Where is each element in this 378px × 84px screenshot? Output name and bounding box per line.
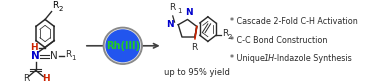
- Text: 2: 2: [228, 34, 232, 40]
- Circle shape: [105, 29, 140, 62]
- Text: R: R: [191, 43, 197, 52]
- Text: H: H: [30, 43, 38, 52]
- Text: 1H: 1H: [263, 54, 274, 63]
- Text: N: N: [51, 51, 58, 61]
- Text: Rh(III): Rh(III): [106, 41, 140, 51]
- Text: R: R: [65, 50, 72, 59]
- Text: * Cascade 2-Fold C-H Activation: * Cascade 2-Fold C-H Activation: [230, 17, 358, 26]
- Text: up to 95% yield: up to 95% yield: [164, 68, 230, 77]
- Text: N: N: [31, 51, 40, 61]
- Text: 1: 1: [177, 8, 182, 14]
- Text: 1: 1: [71, 55, 76, 61]
- Circle shape: [106, 30, 139, 62]
- Text: -Indazole Synthesis: -Indazole Synthesis: [274, 54, 351, 63]
- Text: N: N: [184, 8, 192, 17]
- Text: * C-C Bond Construction: * C-C Bond Construction: [230, 36, 327, 45]
- Text: 2: 2: [58, 6, 62, 12]
- Text: R: R: [222, 29, 229, 38]
- Text: R: R: [169, 3, 175, 12]
- Text: N: N: [166, 20, 174, 29]
- Text: * Unique: * Unique: [230, 54, 268, 63]
- Text: R: R: [23, 74, 30, 83]
- Circle shape: [103, 27, 142, 64]
- Text: R: R: [53, 1, 59, 10]
- Text: H: H: [42, 74, 50, 83]
